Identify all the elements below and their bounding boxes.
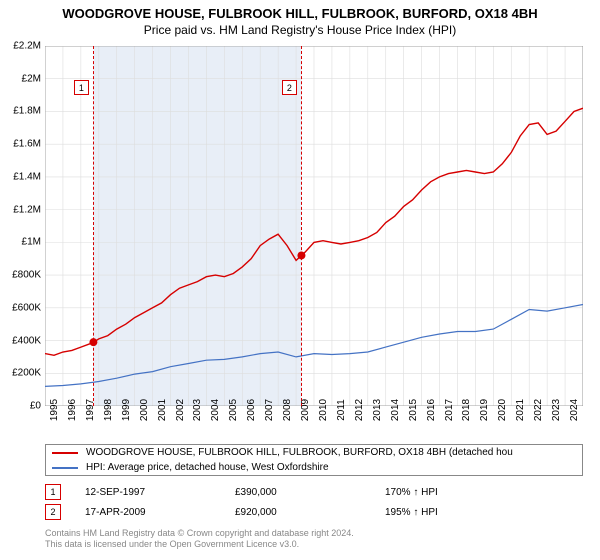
y-axis-label: £1.4M	[13, 171, 41, 182]
x-axis-label: 2016	[426, 399, 437, 421]
x-axis-label: 2002	[175, 399, 186, 421]
y-axis-label: £400K	[12, 335, 41, 346]
x-axis-label: 1998	[103, 399, 114, 421]
event-marker-date: 12-SEP-1997	[85, 487, 235, 498]
page-title: WOODGROVE HOUSE, FULBROOK HILL, FULBROOK…	[0, 0, 600, 21]
x-axis-label: 2019	[479, 399, 490, 421]
legend-item: HPI: Average price, detached house, West…	[46, 460, 582, 475]
event-marker-price: £390,000	[235, 487, 385, 498]
x-axis-label: 2018	[461, 399, 472, 421]
event-marker-price: £920,000	[235, 507, 385, 518]
x-axis-label: 2011	[336, 399, 347, 421]
event-marker-number: 2	[45, 504, 61, 520]
x-axis-label: 2008	[282, 399, 293, 421]
x-axis-label: 2012	[354, 399, 365, 421]
y-axis-label: £2M	[22, 73, 41, 84]
event-marker-date: 17-APR-2009	[85, 507, 235, 518]
x-axis-label: 2013	[372, 399, 383, 421]
x-axis-label: 2000	[139, 399, 150, 421]
x-axis-label: 2021	[515, 399, 526, 421]
price-chart: £0£200K£400K£600K£800K£1M£1.2M£1.4M£1.6M…	[45, 46, 583, 406]
x-axis-label: 2001	[157, 399, 168, 421]
event-vline	[93, 46, 94, 406]
event-marker-pct: 170% ↑ HPI	[385, 487, 535, 498]
x-axis-label: 2010	[318, 399, 329, 421]
event-marker-pct: 195% ↑ HPI	[385, 507, 535, 518]
x-axis-label: 2007	[264, 399, 275, 421]
x-axis-label: 1995	[49, 399, 60, 421]
event-marker-table: 1 12-SEP-1997£390,000170% ↑ HPI 2 17-APR-20…	[45, 482, 581, 522]
x-axis-label: 2020	[497, 399, 508, 421]
x-axis-label: 2003	[192, 399, 203, 421]
x-axis-label: 2015	[408, 399, 419, 421]
x-axis-label: 1999	[121, 399, 132, 421]
y-axis-label: £2.2M	[13, 41, 41, 52]
legend-item: WOODGROVE HOUSE, FULBROOK HILL, FULBROOK…	[46, 445, 582, 460]
x-axis-label: 2017	[444, 399, 455, 421]
chart-canvas	[45, 46, 583, 406]
x-axis-label: 2004	[210, 399, 221, 421]
event-vline	[301, 46, 302, 406]
x-axis-label: 2024	[569, 399, 580, 421]
footer-attribution: Contains HM Land Registry data © Crown c…	[45, 528, 354, 551]
y-axis-label: £200K	[12, 368, 41, 379]
y-axis-label: £0	[30, 401, 41, 412]
x-axis-label: 2006	[246, 399, 257, 421]
y-axis-label: £1M	[22, 237, 41, 248]
x-axis-label: 1996	[67, 399, 78, 421]
x-axis-label: 2022	[533, 399, 544, 421]
x-axis-label: 2023	[551, 399, 562, 421]
legend-label: HPI: Average price, detached house, West…	[86, 462, 329, 473]
legend-swatch	[52, 467, 78, 469]
event-marker-badge: 2	[282, 80, 297, 95]
footer-line: This data is licensed under the Open Gov…	[45, 539, 354, 550]
event-marker-number: 1	[45, 484, 61, 500]
y-axis-label: £1.2M	[13, 204, 41, 215]
y-axis-label: £1.8M	[13, 106, 41, 117]
y-axis-label: £800K	[12, 270, 41, 281]
event-marker-row: 1 12-SEP-1997£390,000170% ↑ HPI	[45, 482, 581, 502]
footer-line: Contains HM Land Registry data © Crown c…	[45, 528, 354, 539]
y-axis-label: £600K	[12, 302, 41, 313]
event-marker-badge: 1	[74, 80, 89, 95]
y-axis-label: £1.6M	[13, 139, 41, 150]
legend-label: WOODGROVE HOUSE, FULBROOK HILL, FULBROOK…	[86, 447, 513, 458]
x-axis-label: 2005	[228, 399, 239, 421]
page-subtitle: Price paid vs. HM Land Registry's House …	[0, 21, 600, 37]
x-axis-label: 2014	[390, 399, 401, 421]
event-marker-row: 2 17-APR-2009£920,000195% ↑ HPI	[45, 502, 581, 522]
legend-swatch	[52, 452, 78, 454]
legend: WOODGROVE HOUSE, FULBROOK HILL, FULBROOK…	[45, 444, 583, 476]
